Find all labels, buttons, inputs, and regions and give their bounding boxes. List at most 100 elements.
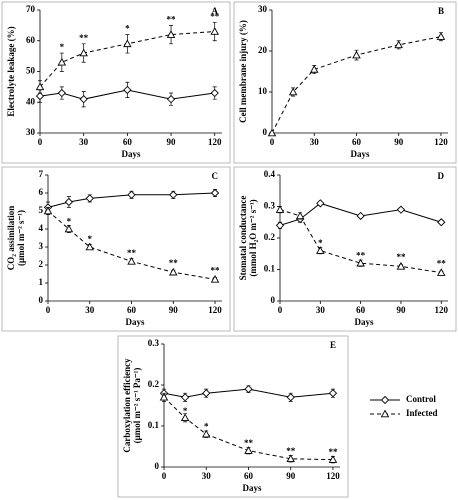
- series-line: [163, 396, 333, 461]
- y-tick-label: 5: [39, 205, 44, 215]
- x-tick-label: 60: [123, 137, 133, 147]
- marker: [210, 88, 219, 98]
- x-tick-label: 0: [38, 137, 43, 147]
- y-tick-label: 0: [271, 295, 276, 305]
- x-tick-label: 30: [79, 137, 89, 147]
- marker: [210, 188, 220, 198]
- significance-label: **: [211, 265, 221, 275]
- marker: [202, 389, 211, 398]
- marker: [123, 85, 132, 95]
- series-line: [279, 202, 442, 226]
- x-tick-label: 60: [244, 471, 254, 481]
- marker: [275, 221, 285, 230]
- panel-letter: C: [212, 171, 219, 181]
- marker: [169, 267, 178, 276]
- marker: [275, 205, 285, 213]
- y-tick-label: 6: [39, 187, 44, 197]
- x-tick-label: 30: [310, 137, 320, 147]
- y-tick-label: 0.2: [264, 232, 276, 242]
- marker: [380, 409, 390, 418]
- y-tick-label: 40: [26, 96, 36, 106]
- x-tick-label: 90: [167, 137, 177, 147]
- y-tick-label: 0.1: [148, 420, 160, 430]
- y-tick-label: 3: [39, 241, 44, 251]
- x-tick-label: 0: [162, 471, 167, 481]
- x-tick-label: 60: [356, 305, 366, 315]
- y-tick-label: 1: [39, 277, 44, 287]
- marker: [244, 384, 253, 394]
- series-line: [271, 36, 442, 134]
- significance-label: **: [210, 11, 220, 21]
- series-line: [163, 388, 334, 398]
- marker: [201, 429, 211, 438]
- significance-label: *: [125, 24, 130, 34]
- significance-label: **: [167, 14, 177, 24]
- x-tick-label: 120: [326, 471, 340, 481]
- series-line: [39, 31, 215, 88]
- significance-label: *: [88, 234, 93, 244]
- marker: [286, 454, 295, 463]
- x-tick-label: 120: [434, 137, 448, 147]
- marker: [57, 57, 67, 66]
- x-tick-label: 0: [46, 305, 51, 315]
- marker: [79, 95, 88, 104]
- significance-label: *: [183, 406, 188, 416]
- marker: [316, 199, 325, 208]
- marker: [356, 211, 365, 221]
- panel-frame: [1, 1, 231, 164]
- y-axis-label: (μmol m⁻² s⁻¹ Pa⁻¹): [132, 368, 142, 444]
- x-tick-label: 90: [394, 137, 404, 147]
- y-axis-label: (mmol H₂O m⁻² s⁻¹): [248, 199, 258, 276]
- marker: [166, 95, 176, 104]
- y-tick-label: 0.1: [264, 264, 276, 274]
- series-line: [279, 209, 442, 274]
- marker: [437, 268, 446, 276]
- y-tick-label: 0.3: [264, 201, 276, 211]
- marker: [123, 39, 132, 48]
- marker: [127, 256, 136, 265]
- y-axis-label: Carboxylation efficiency: [122, 358, 132, 453]
- panel-frame: [233, 1, 457, 164]
- marker: [396, 261, 406, 270]
- marker: [394, 40, 403, 49]
- series-line: [47, 210, 216, 280]
- marker: [85, 242, 95, 251]
- marker: [35, 91, 45, 101]
- y-tick-label: 4: [39, 223, 44, 233]
- x-axis-label: Days: [125, 317, 144, 327]
- x-tick-label: 90: [169, 305, 179, 315]
- y-tick-label: 10: [258, 86, 268, 96]
- x-tick-label: 120: [435, 305, 449, 315]
- y-tick-label: 0: [155, 461, 160, 471]
- x-axis-label: Days: [121, 149, 140, 159]
- significance-label: *: [204, 422, 209, 432]
- x-tick-label: 60: [127, 305, 137, 315]
- y-tick-label: 60: [26, 35, 36, 45]
- marker: [316, 246, 325, 254]
- series-line: [39, 89, 215, 100]
- y-axis-label: Electrolyte leakage (%): [6, 26, 16, 116]
- panel-letter: B: [438, 6, 444, 16]
- marker: [35, 82, 45, 91]
- marker: [43, 206, 53, 215]
- significance-label: *: [60, 42, 65, 52]
- legend-label: Control: [406, 394, 436, 404]
- x-tick-label: 30: [202, 471, 212, 481]
- x-tick-label: 30: [316, 305, 326, 315]
- y-tick-label: 70: [26, 4, 36, 14]
- marker: [295, 211, 305, 220]
- y-tick-label: 7: [39, 169, 44, 179]
- significance-label: **: [79, 33, 89, 43]
- marker: [64, 224, 74, 233]
- marker: [356, 258, 365, 267]
- panel-frame: [1, 166, 231, 332]
- marker: [159, 392, 169, 401]
- y-tick-label: 2: [39, 259, 44, 269]
- x-axis-label: Days: [242, 483, 261, 493]
- marker: [396, 205, 406, 214]
- marker: [380, 395, 390, 405]
- x-tick-label: 0: [278, 305, 283, 315]
- marker: [328, 389, 338, 398]
- marker: [267, 128, 277, 137]
